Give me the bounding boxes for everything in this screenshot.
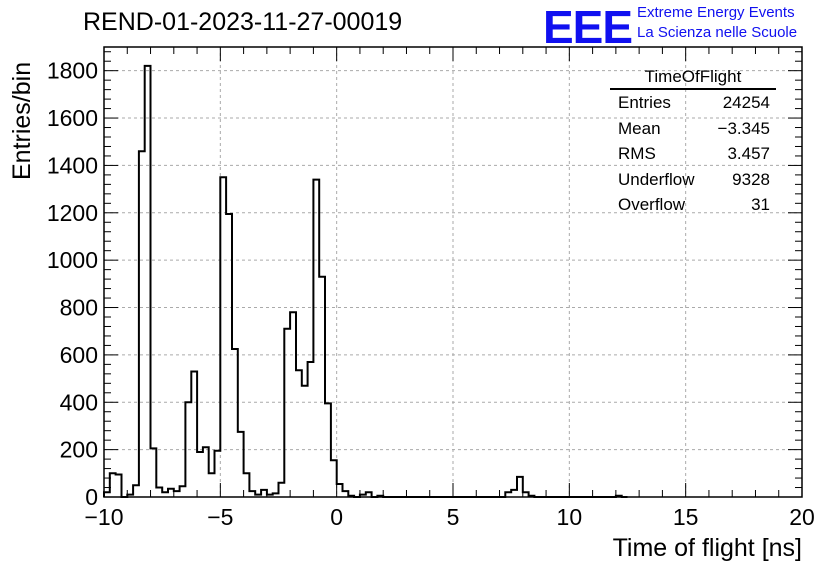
y-tick-label: 1400 bbox=[47, 152, 98, 178]
chart-title: REND-01-2023-11-27-00019 bbox=[83, 8, 403, 36]
stats-row: Overflow 31 bbox=[610, 192, 776, 218]
x-tick-label: 15 bbox=[673, 504, 699, 530]
y-tick-label: 400 bbox=[60, 389, 98, 415]
y-axis-title: Entries/bin bbox=[8, 61, 36, 180]
stats-value: 31 bbox=[751, 195, 770, 214]
stats-value: 9328 bbox=[732, 169, 770, 189]
stats-label: Overflow bbox=[618, 195, 686, 214]
eee-logo: EEE bbox=[543, 1, 633, 53]
y-tick-label: 0 bbox=[85, 484, 98, 510]
stats-label: Underflow bbox=[618, 169, 695, 189]
stats-title: TimeOfFlight bbox=[610, 67, 776, 90]
histogram-bin bbox=[209, 473, 215, 497]
y-tick-label: 1200 bbox=[47, 200, 98, 226]
x-tick-label: 20 bbox=[789, 504, 815, 530]
stats-value: −3.345 bbox=[717, 118, 770, 138]
y-tick-label: 1000 bbox=[47, 247, 98, 273]
stats-value: 3.457 bbox=[727, 144, 770, 163]
x-tick-label: −10 bbox=[84, 504, 123, 530]
stats-label: RMS bbox=[618, 144, 656, 163]
x-axis-title: Time of flight [ns] bbox=[612, 534, 802, 562]
stats-row: Mean −3.345 bbox=[610, 116, 776, 142]
histogram-bin bbox=[197, 452, 203, 497]
stats-label: Entries bbox=[618, 93, 671, 112]
stats-value: 24254 bbox=[722, 93, 770, 112]
y-tick-label: 1600 bbox=[47, 105, 98, 131]
y-tick-label: 200 bbox=[60, 437, 98, 463]
y-tick-label: 600 bbox=[60, 342, 98, 368]
stats-box: TimeOfFlight Entries 24254 Mean −3.345 RMS 3.… bbox=[610, 67, 776, 218]
stats-row: RMS 3.457 bbox=[610, 141, 776, 167]
logo-line-2: La Scienza nelle Scuole bbox=[637, 24, 798, 41]
x-tick-label: −5 bbox=[207, 504, 233, 530]
histogram-bin bbox=[296, 370, 302, 497]
stats-row: Entries 24254 bbox=[610, 90, 776, 116]
stats-label: Mean bbox=[618, 118, 661, 138]
histogram-series bbox=[103, 64, 628, 498]
logo-line-1: Extreme Energy Events bbox=[637, 4, 795, 21]
x-tick-label: 0 bbox=[330, 504, 343, 530]
y-tick-label: 1800 bbox=[47, 58, 98, 84]
x-tick-label: 10 bbox=[557, 504, 583, 530]
stats-row: Underflow 9328 bbox=[610, 167, 776, 193]
x-tick-label: 5 bbox=[447, 504, 460, 530]
y-tick-label: 800 bbox=[60, 295, 98, 321]
